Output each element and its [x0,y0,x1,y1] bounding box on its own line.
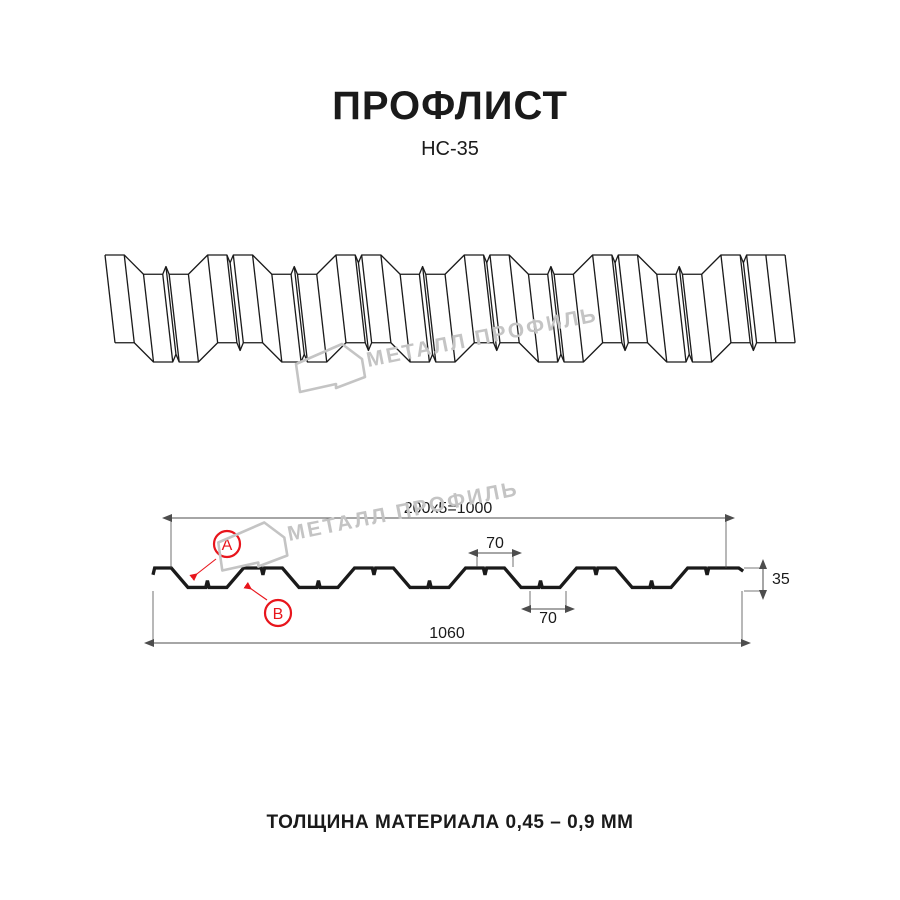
svg-text:МЕТАЛЛ ПРОФИЛЬ: МЕТАЛЛ ПРОФИЛЬ [285,477,520,546]
svg-text:МЕТАЛЛ ПРОФИЛЬ: МЕТАЛЛ ПРОФИЛЬ [364,303,599,372]
